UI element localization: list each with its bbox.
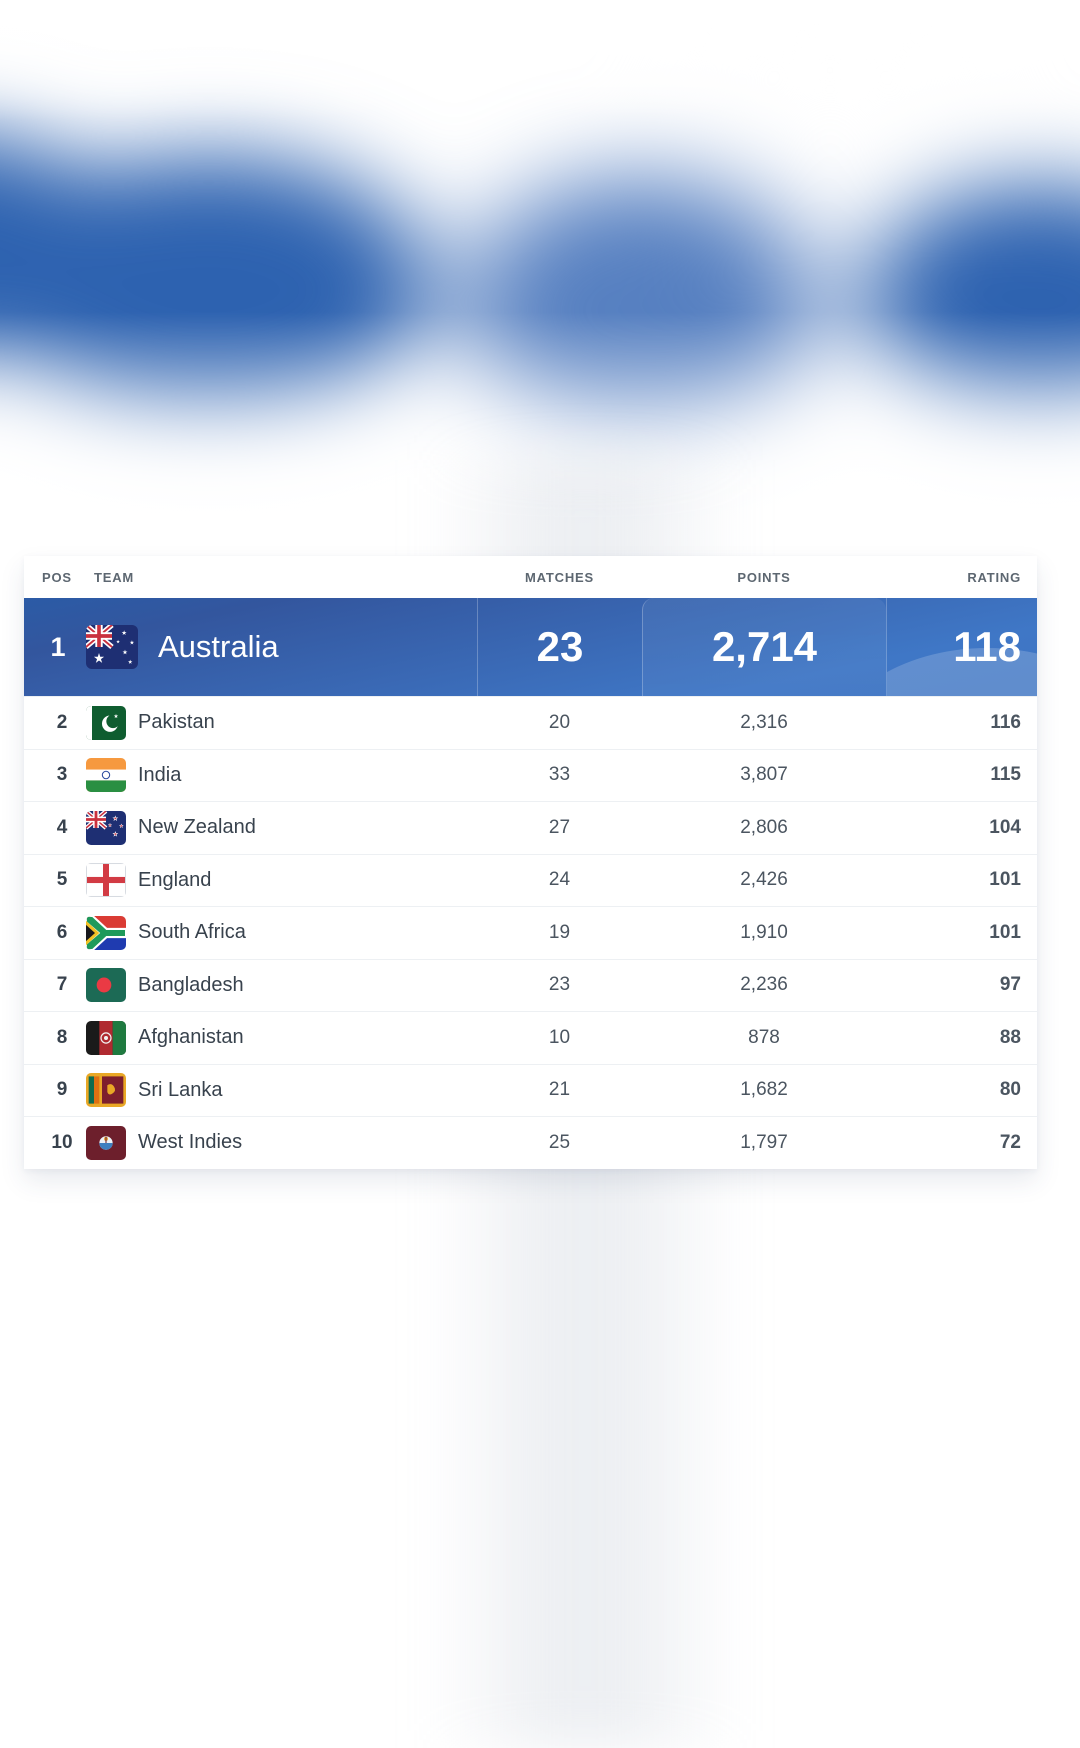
table-row-pakistan[interactable]: 2 Pakistan 20 2,316 116 xyxy=(24,696,1037,749)
matches-cell: 24 xyxy=(548,869,571,891)
team-name: Pakistan xyxy=(138,711,215,734)
position-cell: 6 xyxy=(56,921,68,943)
table-body: 1 Australia 23 2,714 118 2 Pakistan 20 2… xyxy=(24,598,1037,1169)
table-header-row: POS TEAM MATCHES POINTS RATING xyxy=(24,556,1037,598)
points-cell: 878 xyxy=(748,1026,780,1048)
pakistan-flag-icon xyxy=(86,705,126,740)
position-cell: 1 xyxy=(50,631,66,662)
position-cell: 3 xyxy=(56,764,68,786)
table-row-afghanistan[interactable]: 8 Afghanistan 10 878 88 xyxy=(24,1011,1037,1064)
points-cell: 2,426 xyxy=(740,869,788,891)
matches-cell: 23 xyxy=(477,598,642,696)
rating-cell: 118 xyxy=(886,598,1037,696)
position-cell: 8 xyxy=(56,1026,68,1048)
rating-cell: 97 xyxy=(999,974,1021,996)
table-row-england[interactable]: 5 England 24 2,426 101 xyxy=(24,853,1037,907)
rating-cell: 88 xyxy=(999,1026,1021,1048)
matches-cell: 23 xyxy=(548,974,571,996)
team-name: Australia xyxy=(158,629,279,664)
rating-cell: 104 xyxy=(989,816,1021,838)
south-africa-flag-icon xyxy=(86,915,126,950)
points-cell: 3,807 xyxy=(740,764,788,786)
new-zealand-flag-icon xyxy=(86,810,126,845)
matches-cell: 33 xyxy=(548,764,571,786)
india-flag-icon xyxy=(86,758,126,793)
position-cell: 4 xyxy=(56,816,68,838)
points-cell: 2,316 xyxy=(740,711,788,733)
team-name: England xyxy=(138,868,212,891)
table-row-new-zealand[interactable]: 4 New Zealand 27 2,806 104 xyxy=(24,801,1037,854)
rating-cell: 116 xyxy=(990,711,1021,733)
table-row-west-indies[interactable]: 10 West Indies 25 1,797 72 xyxy=(24,1116,1037,1169)
position-cell: 9 xyxy=(56,1079,68,1101)
points-cell: 2,714 xyxy=(642,598,886,696)
col-header-matches: MATCHES xyxy=(525,569,594,585)
team-name: West Indies xyxy=(138,1131,243,1154)
col-header-team: TEAM xyxy=(94,569,135,585)
position-cell: 5 xyxy=(56,869,68,891)
matches-cell: 27 xyxy=(548,816,571,838)
points-cell: 2,236 xyxy=(740,974,788,996)
team-name: New Zealand xyxy=(138,816,256,839)
afghanistan-flag-icon xyxy=(86,1020,126,1055)
points-cell: 1,797 xyxy=(740,1131,788,1153)
points-cell: 1,910 xyxy=(740,921,788,943)
matches-cell: 19 xyxy=(548,921,571,943)
rankings-table: POS TEAM MATCHES POINTS RATING 1 Austral… xyxy=(24,556,1037,1169)
team-name: Bangladesh xyxy=(138,973,244,996)
team-name: Sri Lanka xyxy=(138,1078,223,1101)
col-header-pos: POS xyxy=(42,569,72,585)
table-row-sri-lanka[interactable]: 9 Sri Lanka 21 1,682 80 xyxy=(24,1063,1037,1117)
australia-flag-icon xyxy=(86,625,138,669)
hero-background-fade xyxy=(0,0,1080,600)
position-cell: 7 xyxy=(56,974,68,996)
rating-cell: 101 xyxy=(989,921,1021,943)
position-cell: 10 xyxy=(51,1131,73,1153)
rating-cell: 101 xyxy=(989,869,1021,891)
table-row-australia[interactable]: 1 Australia 23 2,714 118 xyxy=(24,598,1037,696)
west-indies-flag-icon xyxy=(86,1125,126,1160)
matches-cell: 10 xyxy=(548,1026,571,1048)
rating-cell: 115 xyxy=(990,764,1021,786)
matches-cell: 20 xyxy=(548,711,571,733)
points-cell: 2,806 xyxy=(740,816,788,838)
table-row-india[interactable]: 3 India 33 3,807 115 xyxy=(24,748,1037,802)
england-flag-icon xyxy=(86,863,126,898)
rating-cell: 72 xyxy=(999,1131,1021,1153)
team-name: India xyxy=(138,763,182,786)
bangladesh-flag-icon xyxy=(86,968,126,1003)
team-name: South Africa xyxy=(138,921,246,944)
sri-lanka-flag-icon xyxy=(86,1073,126,1108)
team-name: Afghanistan xyxy=(138,1026,244,1049)
col-header-points: POINTS xyxy=(737,569,791,585)
col-header-rating: RATING xyxy=(967,569,1021,585)
position-cell: 2 xyxy=(56,711,68,733)
table-row-south-africa[interactable]: 6 South Africa 19 1,910 101 xyxy=(24,906,1037,959)
points-cell: 1,682 xyxy=(740,1079,788,1101)
table-row-bangladesh[interactable]: 7 Bangladesh 23 2,236 97 xyxy=(24,958,1037,1012)
rating-cell: 80 xyxy=(999,1079,1021,1101)
matches-cell: 21 xyxy=(548,1079,571,1101)
matches-cell: 25 xyxy=(548,1131,571,1153)
